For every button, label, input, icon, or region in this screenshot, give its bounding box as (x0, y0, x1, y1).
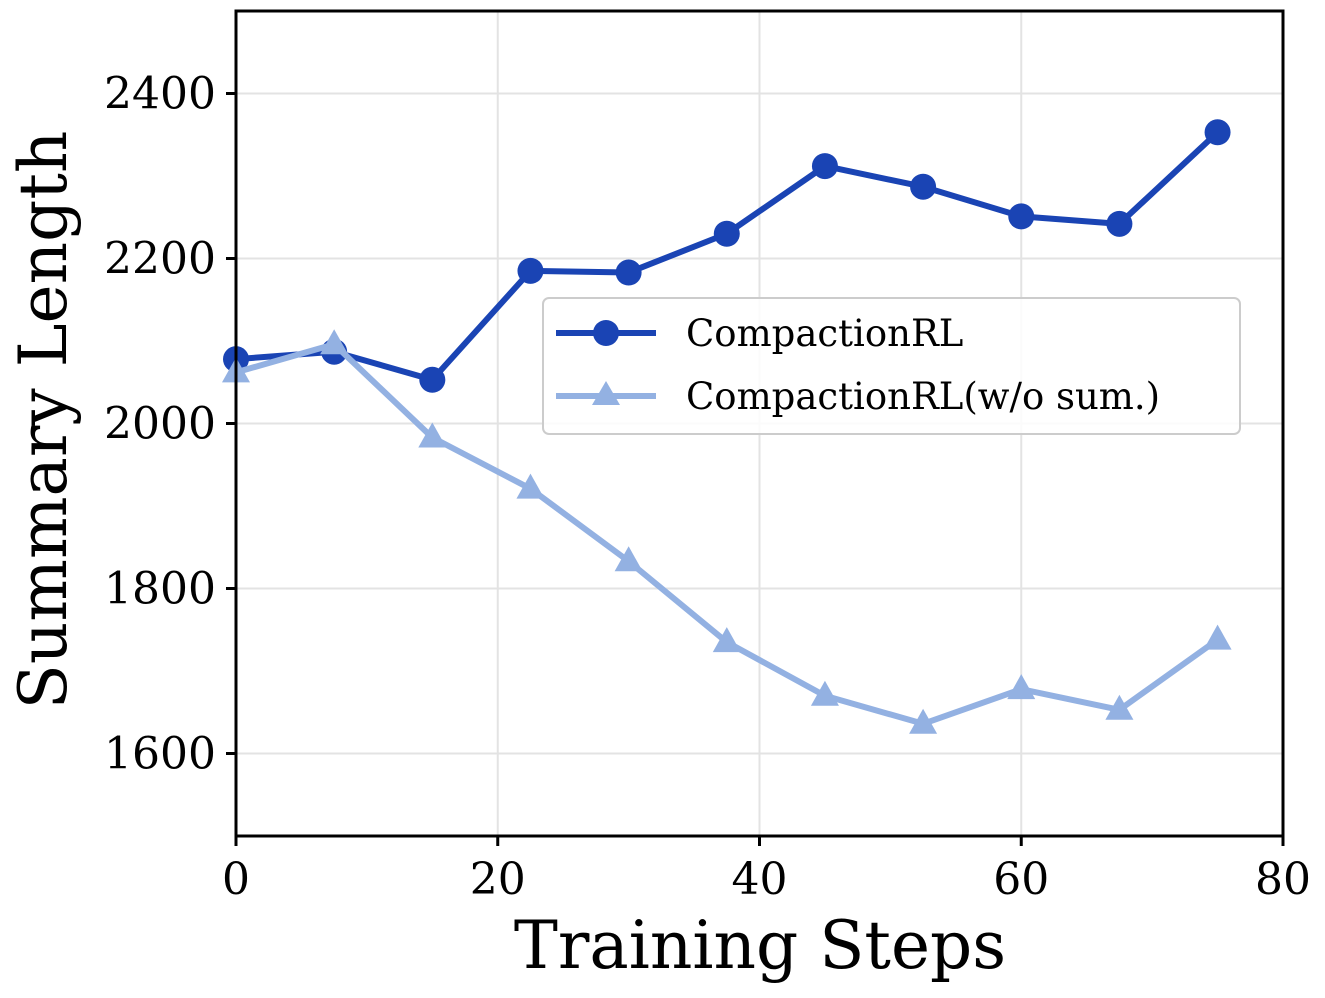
x-tick-label: 40 (732, 854, 788, 905)
data-point-compactionrl (1106, 210, 1133, 237)
legend-marker-compactionrl (593, 320, 619, 346)
data-point-compactionrl-wo-sum (810, 680, 839, 706)
data-point-compactionrl (517, 257, 544, 284)
data-point-compactionrl-wo-sum (320, 329, 349, 355)
legend-marker-compactionrl-wo-sum (592, 381, 620, 405)
data-point-compactionrl (615, 259, 642, 286)
data-point-compactionrl-wo-sum (1203, 624, 1232, 650)
data-point-compactionrl (419, 366, 446, 393)
x-tick-label: 80 (1255, 854, 1311, 905)
x-tick-label: 60 (993, 854, 1049, 905)
y-tick-label: 2000 (104, 399, 216, 450)
y-tick-label: 2400 (104, 69, 216, 120)
y-tick-label: 1800 (104, 564, 216, 615)
data-point-compactionrl (1204, 119, 1231, 146)
x-axis-title: Training Steps (514, 907, 1006, 984)
data-point-compactionrl (811, 153, 838, 180)
x-tick-label: 0 (222, 854, 250, 905)
y-tick-label: 2200 (104, 234, 216, 285)
data-point-compactionrl-wo-sum (614, 546, 643, 572)
data-point-compactionrl-wo-sum (712, 627, 741, 653)
data-point-compactionrl-wo-sum (418, 422, 447, 448)
legend-label-compactionrl: CompactionRL (686, 312, 963, 355)
data-point-compactionrl (910, 173, 937, 200)
legend-label-compactionrl-wo-sum: CompactionRL(w/o sum.) (686, 375, 1160, 418)
data-point-compactionrl-wo-sum (1007, 674, 1036, 700)
data-point-compactionrl (1008, 203, 1035, 230)
y-axis-title: Summary Length (5, 131, 82, 710)
x-tick-label: 20 (470, 854, 526, 905)
legend-frame (542, 297, 1241, 435)
y-tick-label: 1600 (104, 729, 216, 780)
ticks: 0 20 40 60 80 1600 1800 2000 2200 2400 (104, 69, 1311, 906)
data-point-compactionrl-wo-sum (909, 708, 938, 734)
legend: CompactionRL CompactionRL(w/o sum.) (542, 297, 1241, 435)
data-point-compactionrl-wo-sum (516, 473, 545, 499)
data-point-compactionrl-wo-sum (1105, 694, 1134, 720)
data-point-compactionrl (713, 220, 740, 247)
